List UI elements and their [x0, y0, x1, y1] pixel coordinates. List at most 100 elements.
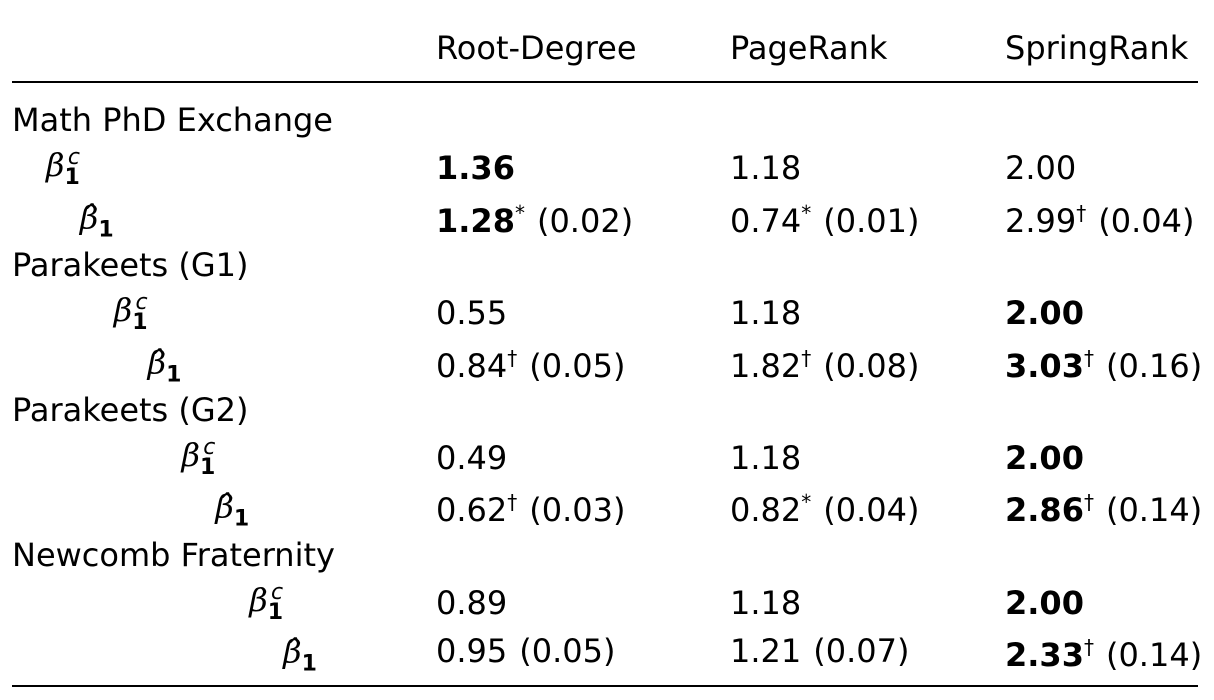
column-header: SpringRank [1005, 29, 1189, 67]
group-name: Math PhD Exchange [12, 101, 333, 139]
table-cell: 1.82† (0.08) [730, 338, 919, 386]
row-label: β1c [114, 283, 148, 343]
superscript: c [67, 145, 80, 171]
subscript: 1 [301, 651, 317, 677]
table-cell: 1.18 [730, 583, 801, 623]
symbol: β [249, 581, 268, 619]
subscript: 1 [98, 217, 114, 243]
symbol: β̂ [79, 198, 99, 237]
cell-value: 2.33 [1005, 636, 1084, 675]
cell-value: 2.00 [1005, 584, 1084, 622]
significance-mark: † [1083, 345, 1094, 370]
table-cell: 1.36 [436, 148, 515, 188]
cell-value: 1.36 [436, 149, 515, 188]
table-cell: 0.84† (0.05) [436, 338, 625, 386]
column-header: PageRank [730, 29, 888, 67]
cell-value: 1.18 [730, 294, 802, 333]
standard-error: (0.07) [813, 632, 910, 671]
bottom-rule [12, 685, 1198, 687]
row-label: β1c [46, 138, 80, 198]
table-cell: 1.18 [730, 293, 801, 333]
table-cell: 2.00 [1005, 438, 1084, 478]
group-name: Parakeets (G2) [12, 390, 249, 429]
table-cell: 2.86† (0.14) [1005, 482, 1202, 530]
cell-value: 1.18 [730, 149, 802, 188]
table-cell: 2.33† (0.14) [1005, 627, 1202, 675]
table-cell: 2.99† (0.04) [1005, 193, 1194, 241]
significance-mark: † [801, 345, 812, 370]
cell-value: 3.03 [1005, 346, 1084, 385]
cell-value: 2.00 [1005, 439, 1084, 478]
standard-error: (0.03) [529, 491, 626, 530]
cell-value: 2.00 [1005, 294, 1084, 333]
subscript: 1 [267, 600, 284, 625]
cell-value: 1.28 [436, 201, 515, 240]
group-name: Parakeets (G1) [12, 245, 249, 284]
significance-mark: * [514, 200, 525, 225]
table-cell: 0.62† (0.03) [436, 482, 625, 530]
table-cell: 1.28* (0.02) [436, 193, 633, 241]
row-label: β̂1 [148, 342, 182, 395]
cell-value: 0.55 [436, 294, 508, 333]
significance-mark: † [507, 345, 518, 370]
subscript: 1 [166, 362, 182, 387]
cell-value: 0.95 [436, 632, 508, 671]
subscript: 1 [199, 455, 216, 481]
table-cell: 3.03† (0.16) [1005, 338, 1202, 386]
cell-value: 0.84 [436, 346, 508, 385]
standard-error: (0.04) [1098, 201, 1195, 240]
cell-value: 1.18 [730, 584, 802, 622]
row-label: β̂1 [80, 197, 114, 250]
subscript: 1 [64, 165, 80, 191]
table-cell: 2.00 [1005, 148, 1076, 188]
cell-value: 1.21 [730, 632, 802, 671]
symbol: β [113, 291, 133, 330]
cell-value: 0.62 [436, 491, 508, 530]
table-cell: 0.49 [436, 438, 507, 478]
cell-value: 0.89 [436, 584, 508, 622]
significance-mark: † [507, 490, 518, 515]
column-header: Root-Degree [436, 29, 637, 67]
cell-value: 1.82 [730, 346, 802, 385]
standard-error: (0.16) [1105, 346, 1203, 385]
cell-value: 2.86 [1005, 491, 1084, 530]
table-cell: 0.74* (0.01) [730, 193, 919, 241]
table-cell: 1.18 [730, 438, 801, 478]
cell-value: 0.74 [730, 201, 802, 240]
row-label: β̂1 [283, 632, 317, 685]
table-cell: 1.21 (0.07) [730, 631, 909, 671]
cell-value: 2.99 [1005, 201, 1077, 240]
standard-error: (0.08) [823, 346, 920, 385]
standard-error: (0.14) [1105, 636, 1203, 675]
significance-mark: † [1076, 200, 1087, 225]
symbol: β̂ [147, 343, 167, 381]
standard-error: (0.02) [536, 201, 634, 240]
row-label: β1c [249, 573, 283, 633]
row-label: β1c [181, 428, 215, 488]
table-cell: 1.18 [730, 148, 801, 188]
symbol: β̂ [283, 632, 302, 671]
standard-error: (0.05) [519, 632, 616, 671]
cell-value: 0.49 [436, 439, 508, 478]
cell-value: 0.82 [730, 491, 802, 530]
symbol: β [181, 436, 200, 475]
standard-error: (0.04) [823, 491, 920, 530]
superscript: c [203, 435, 216, 461]
table-cell: 2.00 [1005, 293, 1084, 333]
standard-error: (0.14) [1105, 491, 1203, 530]
symbol: β [46, 146, 65, 185]
group-name: Newcomb Fraternity [12, 535, 335, 574]
subscript: 1 [132, 310, 148, 336]
superscript: c [271, 580, 284, 605]
cell-value: 2.00 [1005, 149, 1077, 188]
significance-mark: * [801, 200, 812, 225]
table-cell: 0.95 (0.05) [436, 631, 615, 671]
header-rule [12, 81, 1198, 83]
subscript: 1 [233, 506, 250, 532]
significance-mark: † [1083, 490, 1094, 515]
standard-error: (0.01) [823, 201, 920, 240]
significance-mark: † [1083, 635, 1094, 660]
symbol: β̂ [215, 487, 234, 526]
superscript: c [135, 290, 148, 316]
table-cell: 0.89 [436, 583, 507, 623]
